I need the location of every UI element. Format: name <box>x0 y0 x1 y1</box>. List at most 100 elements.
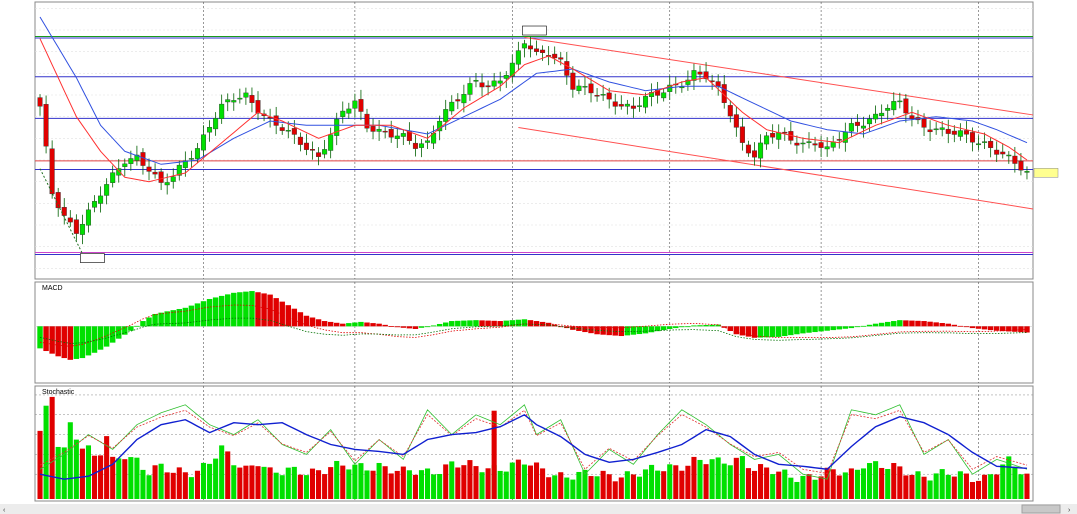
volume-bar <box>267 467 273 499</box>
candle-down <box>291 128 297 135</box>
volume-bar <box>867 463 873 499</box>
macd-bar <box>340 323 346 327</box>
candle-down <box>540 49 546 53</box>
scroll-left-icon[interactable]: ‹ <box>3 507 6 514</box>
volume-bar <box>770 474 776 499</box>
candle-up <box>982 141 988 143</box>
macd-bar <box>521 319 528 327</box>
macd-bar <box>85 326 92 356</box>
volume-bar <box>370 470 376 499</box>
candle-up <box>976 143 982 146</box>
macd-bar <box>897 320 903 327</box>
candle-up <box>957 130 963 137</box>
volume-bar <box>661 471 667 499</box>
candle-up <box>134 154 140 161</box>
candle-up <box>636 105 642 107</box>
volume-bar <box>636 476 643 499</box>
candle-up <box>800 142 806 145</box>
macd-bar <box>884 321 891 327</box>
candle-up <box>764 135 770 145</box>
horizontal-scrollbar[interactable] <box>0 504 1077 514</box>
volume-bar <box>152 465 158 499</box>
candle-up <box>891 101 897 111</box>
volume-bar <box>806 474 812 499</box>
trend-line <box>524 36 1034 116</box>
macd-bar <box>891 321 897 327</box>
candle-up <box>461 94 467 104</box>
macd-bar <box>679 326 685 328</box>
macd-bar <box>491 320 497 327</box>
scroll-right-icon[interactable]: › <box>1068 507 1071 514</box>
candle-down <box>903 98 909 114</box>
volume-bar <box>606 474 612 499</box>
macd-bar <box>618 326 625 337</box>
candle-up <box>104 184 110 196</box>
candle-up <box>346 108 352 114</box>
volume-bar <box>891 463 897 499</box>
macd-bar <box>812 326 818 333</box>
volume-bar <box>491 410 497 499</box>
candle-down <box>73 219 79 234</box>
macd-bar <box>927 321 933 327</box>
macd-bar <box>231 292 237 327</box>
volume-bar <box>346 469 352 499</box>
candle-up <box>164 182 170 186</box>
macd-bar <box>212 297 219 327</box>
candle-up <box>182 160 188 168</box>
volume-bar <box>842 472 848 499</box>
macd-bar <box>782 326 788 337</box>
candle-up <box>334 118 340 136</box>
candle-down <box>752 150 758 158</box>
candle-down <box>854 121 860 126</box>
macd-bar <box>957 325 964 327</box>
macd-bar <box>945 323 951 327</box>
candle-down <box>358 99 364 112</box>
macd-panel <box>37 291 1030 360</box>
macd-bar <box>109 326 116 343</box>
macd-bar <box>285 305 292 327</box>
volume-bar <box>521 464 527 499</box>
volume-bar <box>667 464 673 499</box>
scrollbar-thumb[interactable] <box>1021 504 1061 514</box>
volume-bar <box>164 472 170 499</box>
volume-bar <box>764 467 770 499</box>
volume-bar <box>848 468 854 499</box>
macd-bar <box>206 298 213 327</box>
volume-bar <box>170 472 176 499</box>
macd-bar <box>576 326 582 331</box>
volume-bar <box>322 474 328 499</box>
macd-bar <box>642 326 649 334</box>
candle-up <box>503 75 509 79</box>
volume-bar <box>509 462 515 499</box>
volume-bar <box>291 466 297 499</box>
volume-bar <box>309 468 316 499</box>
volume-bar <box>642 469 649 499</box>
volume-bar <box>540 468 546 499</box>
volume-bar <box>963 473 969 499</box>
macd-bar <box>939 323 945 327</box>
macd-bar <box>582 326 588 333</box>
volume-bar <box>328 467 334 499</box>
macd-bar <box>497 321 503 327</box>
volume-bar <box>994 474 1000 499</box>
candle-up <box>758 142 764 159</box>
candle-down <box>152 171 158 175</box>
current-price-badge <box>1033 168 1059 178</box>
macd-bar <box>963 326 970 328</box>
candle-down <box>606 92 612 100</box>
volume-bar <box>982 474 988 499</box>
volume-bar <box>98 455 104 499</box>
candle-up <box>85 209 91 226</box>
volume-bar <box>122 459 128 499</box>
volume-bar <box>279 475 285 499</box>
macd-bar <box>818 326 824 332</box>
macd-bar <box>909 320 915 327</box>
macd-bar <box>691 325 697 327</box>
macd-bar <box>733 326 740 335</box>
candle-down <box>1012 155 1018 164</box>
macd-bar <box>1000 326 1006 332</box>
macd-bar <box>249 291 255 327</box>
macd-bar <box>558 326 564 328</box>
macd-bar <box>721 326 727 328</box>
